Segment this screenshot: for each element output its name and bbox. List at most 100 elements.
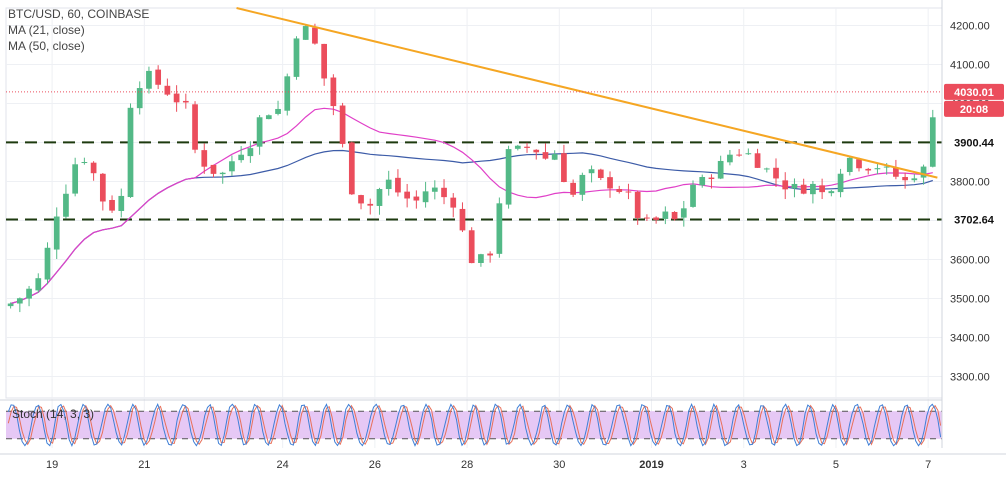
candle-body [109,199,115,211]
y-tick-label: 3400.00 [950,333,990,345]
legend-ma21[interactable]: MA (21, close) [8,23,85,37]
candle-body [7,303,14,307]
candle-body [773,167,779,179]
candle-body [118,195,125,211]
candle-body [422,191,429,203]
candle-body [625,191,632,193]
ma21-line [10,107,933,305]
candle-body [754,153,761,168]
stoch-band [6,411,942,439]
time-axis[interactable]: 19 21 24 26 28 30 2019 3 5 7 [0,453,1006,471]
candle-body [929,117,936,167]
candle-body [468,230,475,264]
y-tick-label: 3500.00 [950,294,990,306]
candle-body [644,217,650,219]
candle-body [542,152,549,159]
candle-body [238,154,245,161]
candle-body [570,182,576,195]
candle-body [348,142,355,195]
legend-symbol[interactable]: BTC/USD, 60, COINBASE [8,7,150,21]
candle-body [902,177,908,181]
ma21-path [10,107,933,305]
candle-body [727,154,733,163]
candle-body [376,189,383,206]
candle-body [321,43,328,79]
candle-body [284,76,291,111]
candle-body [219,172,226,175]
candle-body [597,169,604,179]
candle-body [99,173,106,202]
candle-body [514,145,521,149]
candle-body [699,177,706,186]
candle-body [561,153,567,183]
candle-body [81,162,88,164]
candle-body [229,161,235,172]
candle-body [385,179,392,190]
trendline [236,7,938,179]
candle-body [496,203,503,254]
x-tick-label: 21 [138,459,150,471]
current-price-tag-bg [944,83,1004,100]
candle-body [210,164,217,174]
y-tick-label: 4100.00 [950,60,990,72]
candle-body [533,149,540,153]
countdown-tag-bg [944,100,1004,117]
candle-body [63,193,69,217]
candle-body [293,38,300,77]
candle-body [459,208,466,231]
countdown-tag-label: 20:08 [960,104,988,116]
candle-body [920,166,927,178]
candle-body [763,168,770,170]
candle-body [883,166,890,168]
ma50-path [10,149,933,305]
support-resistance-levels [6,141,942,221]
candle-body [911,178,918,181]
x-tick-label: 3 [741,459,747,471]
legend-ma50[interactable]: MA (50, close) [8,39,85,53]
y-tick-label: 3600.00 [950,255,990,267]
candle-body [404,191,411,199]
candle-body [302,26,309,40]
candle-body [708,177,715,180]
x-tick-label: 24 [277,459,289,471]
y-tick-label: 4200.00 [950,21,990,33]
x-tick-label: 19 [46,459,58,471]
candle-body [339,105,346,144]
candle-body [874,168,881,170]
candle-body [736,154,742,156]
candles [7,23,936,313]
candle-body [72,164,79,194]
x-tick-label: 30 [553,459,565,471]
candle-body [155,69,162,85]
candle-body [791,183,798,189]
candle-body [136,88,143,109]
y-tick-label: 3800.00 [950,177,990,189]
candle-body [717,160,724,179]
x-tick-label: 7 [925,459,931,471]
candle-body [431,187,438,192]
candle-body [800,184,807,194]
candle-body [441,187,447,198]
candle-body [846,157,853,173]
stoch-k-line [7,402,942,448]
candle-body [275,108,281,114]
x-tick-label: 5 [833,459,839,471]
stoch-legend[interactable]: Stoch (14, 3, 3) [12,407,95,421]
candle-body [653,217,659,220]
stoch-d-line [7,404,942,446]
candle-body [810,183,816,195]
level-tag-label: 3900.44 [954,137,995,149]
candle-body [358,195,364,204]
price-tags: 4030.01 20:08 3900.44 3702.64 [944,83,1004,228]
candle-body [127,107,134,198]
candle-body [247,148,254,157]
candle-body [551,154,558,160]
candle-body [256,117,263,147]
candle-body [745,153,752,155]
level-tag-label: 3702.64 [954,215,995,227]
candle-body [671,211,678,220]
candle-body [837,173,844,193]
candle-body [478,254,484,264]
stoch-panel [0,399,942,448]
